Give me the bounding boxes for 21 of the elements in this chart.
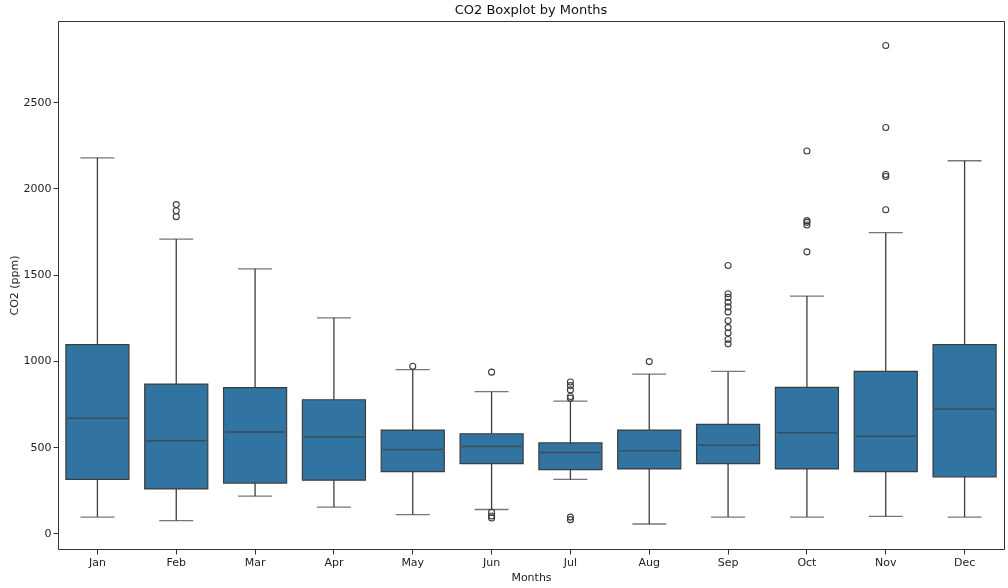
x-tick-label: Sep: [717, 555, 739, 569]
x-tick-label: Feb: [166, 555, 186, 569]
x-tick-label: Apr: [324, 555, 344, 569]
x-tick-label: Jul: [562, 555, 578, 569]
x-tick-label: Jan: [87, 555, 106, 569]
y-tick-label: 0: [44, 526, 52, 540]
x-tick-label: Mar: [244, 555, 266, 569]
y-axis-title: CO2 (ppm): [7, 255, 21, 316]
chart-title: CO2 Boxplot by Months: [454, 2, 608, 17]
x-axis-title: Months: [511, 570, 552, 584]
y-tick-label: 2500: [23, 95, 52, 109]
y-tick-label: 2000: [23, 181, 52, 195]
x-tick-label: Oct: [797, 555, 818, 569]
y-tick-label: 1500: [23, 268, 52, 282]
x-tick-label: Jun: [481, 555, 501, 569]
y-tick-label: 500: [30, 440, 52, 454]
y-tick-label: 1000: [23, 354, 52, 368]
x-tick-label: Nov: [875, 555, 897, 569]
x-tick-label: Dec: [953, 555, 976, 569]
x-tick-label: Aug: [638, 555, 660, 569]
x-tick-label: May: [401, 555, 425, 569]
